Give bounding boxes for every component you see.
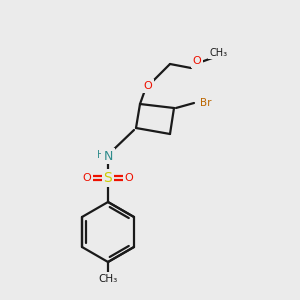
Text: CH₃: CH₃	[210, 48, 228, 58]
Text: H: H	[97, 150, 105, 160]
Text: O: O	[144, 81, 152, 91]
Text: N: N	[103, 149, 113, 163]
Text: O: O	[124, 173, 134, 183]
Text: O: O	[193, 56, 201, 66]
Text: CH₃: CH₃	[98, 274, 118, 284]
Text: O: O	[82, 173, 91, 183]
Text: S: S	[103, 171, 112, 185]
Text: Br: Br	[200, 98, 212, 108]
